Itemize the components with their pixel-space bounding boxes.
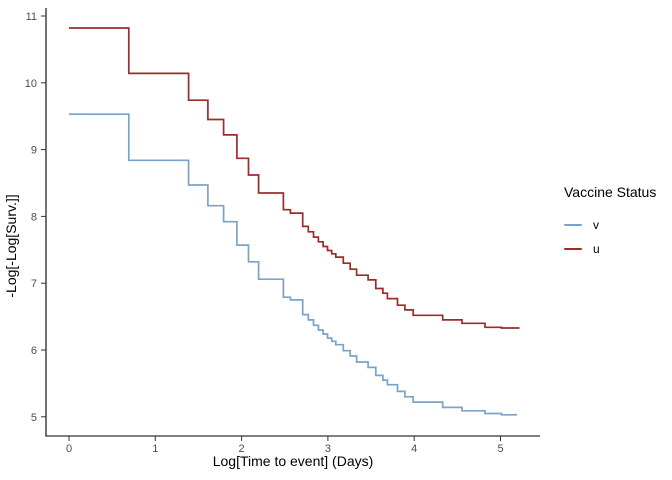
y-axis-title: -Log[-Log[Surv.]] xyxy=(3,194,19,297)
x-tick-label: 1 xyxy=(152,443,158,455)
legend-item-label: v xyxy=(593,218,599,232)
y-tick-label: 11 xyxy=(26,11,37,23)
x-tick-label: 3 xyxy=(325,443,331,455)
survival-curves xyxy=(69,27,520,416)
legend-item-v: v xyxy=(564,213,670,237)
y-tick-label: 10 xyxy=(25,78,37,90)
x-tick-label: 4 xyxy=(411,443,417,455)
legend-line-swatch-v xyxy=(564,224,582,226)
curve-v xyxy=(69,113,517,416)
legend: Vaccine Status v u xyxy=(564,184,670,261)
y-tick-label: 6 xyxy=(31,345,37,357)
legend-line-swatch-u xyxy=(564,248,582,250)
curve-u xyxy=(69,27,520,329)
legend-item-u: u xyxy=(564,237,670,261)
legend-item-label: u xyxy=(593,242,600,256)
x-tick-label: 0 xyxy=(66,443,72,455)
legend-title: Vaccine Status xyxy=(564,184,657,200)
y-tick-label: 9 xyxy=(31,145,37,157)
x-tick-label: 5 xyxy=(497,443,503,455)
y-tick-label: 8 xyxy=(31,211,37,223)
x-axis-title: Log[Time to event] (Days) xyxy=(213,453,374,469)
axis-ticks: 5 6 7 8 9 10 11 0 1 2 3 4 5 xyxy=(25,11,504,455)
y-tick-label: 7 xyxy=(31,278,37,290)
x-tick-label: 2 xyxy=(239,443,245,455)
y-tick-label: 5 xyxy=(31,412,37,424)
